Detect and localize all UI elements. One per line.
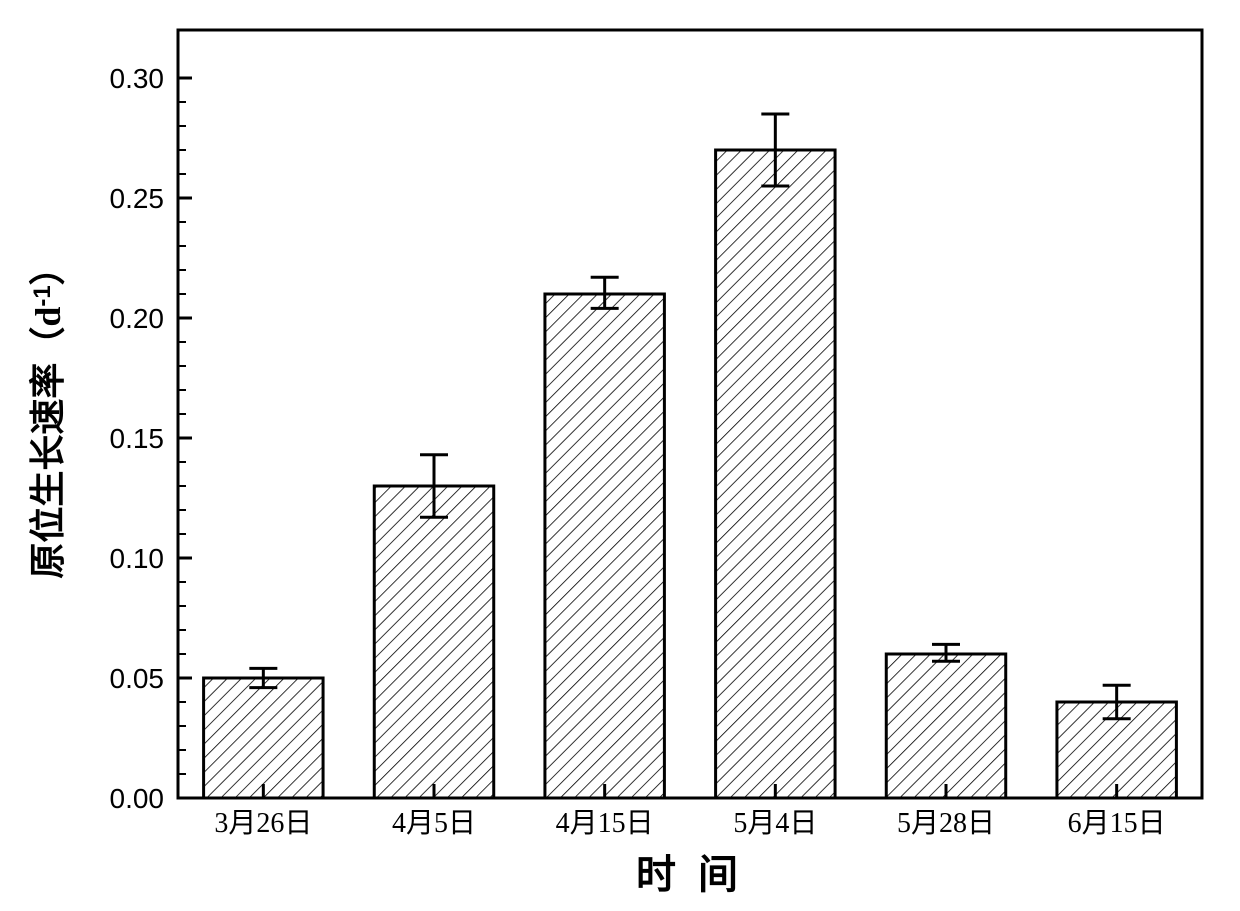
growth-rate-bar-chart: 0.00 0.05 0.10 0.15 0.20 0.25 0.30 原位生长速率（d-1） 3… xyxy=(0,0,1240,911)
plot-frame xyxy=(178,30,1202,798)
x-tick-label: 4月5日 xyxy=(392,808,476,839)
bar xyxy=(374,486,493,798)
y-tick-label: 0.30 xyxy=(110,63,165,94)
bar xyxy=(204,678,323,798)
y-tick-label: 0.00 xyxy=(110,783,165,814)
x-tick-label: 6月15日 xyxy=(1068,808,1166,839)
x-tick-label: 3月26日 xyxy=(214,808,312,839)
bar xyxy=(886,654,1005,798)
x-tick-label: 5月28日 xyxy=(897,808,995,839)
y-tick-label: 0.05 xyxy=(110,663,165,694)
y-axis-title: 原位生长速率（d-1） xyxy=(28,249,68,578)
x-tick-label: 4月15日 xyxy=(556,808,654,839)
y-tick-label: 0.15 xyxy=(110,423,165,454)
bar xyxy=(716,150,835,798)
y-tick-label: 0.20 xyxy=(110,303,165,334)
x-axis-title: 时 间 xyxy=(636,852,744,897)
chart-svg: 0.00 0.05 0.10 0.15 0.20 0.25 0.30 原位生长速率（d-1） 3… xyxy=(0,0,1240,911)
bar xyxy=(545,294,664,798)
y-tick-label: 0.25 xyxy=(110,183,165,214)
y-tick-label: 0.10 xyxy=(110,543,165,574)
x-tick-label: 5月4日 xyxy=(733,808,817,839)
